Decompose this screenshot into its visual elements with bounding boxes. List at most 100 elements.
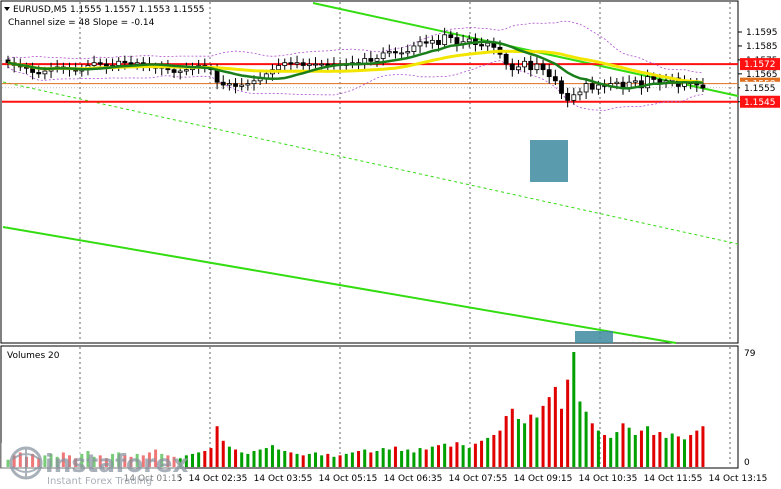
symbol-ohlc-header: EURUSD,M5 1.1555 1.1557 1.1553 1.1555 [13,5,205,15]
volume-bar [191,453,194,467]
volume-bar [215,426,219,467]
candle-body [405,51,411,54]
candle-body [183,69,189,72]
volume-bar [295,453,299,467]
candle-body [645,76,650,89]
volume-bar [98,455,102,467]
volume-bar [258,449,262,467]
volume-bar [578,401,582,467]
dropdown-triangle-icon[interactable] [4,7,10,11]
volume-bar [246,453,250,467]
candle-body [614,81,620,85]
candle-body [559,80,564,94]
candle-body [288,62,294,65]
candle-body [245,83,251,86]
volume-bar [160,453,164,467]
volume-bar [289,452,293,467]
volume-bar [166,455,170,467]
time-axis: 14 Oct 01:15 14 Oct 02:35 14 Oct 03:55 14 O… [124,474,768,484]
main-panel [0,0,739,344]
candle-body [522,60,527,68]
volume-bar [473,443,477,467]
volume-bar [615,432,619,467]
candle-body [411,45,417,52]
candle-body [386,51,392,54]
volume-bar [338,455,342,467]
logo-brand-text: instaforex [45,449,189,478]
candle-body [177,70,183,73]
candle-body [171,69,177,73]
volume-bar [363,449,367,467]
candle-body [423,41,429,44]
volume-bar [393,446,397,467]
level-price-tag: 1.1572 [744,60,776,70]
candle-body [516,66,521,71]
volume-bar [424,449,428,467]
candle-body [442,34,448,45]
volume-bar [129,456,133,467]
volume-bars [6,352,705,467]
candle-body [239,84,245,87]
candle-body [429,39,435,44]
volume-bar [492,434,496,467]
bollinger-upper [7,20,704,74]
volume-bar [375,450,379,467]
volume-bar [178,458,182,467]
volume-bar [695,430,699,467]
volume-bar [467,448,471,467]
volume-bar [227,446,231,467]
volume-bar [412,452,416,467]
volume-bar [221,440,225,467]
volume-bar [437,445,440,467]
x-tick-label: 14 Oct 02:35 [189,474,248,484]
volume-bar [430,446,434,467]
candle-body [380,52,386,59]
candle-body [282,62,288,66]
volume-bar [590,423,594,467]
entry-zone-buy [575,331,613,343]
channel-info: Channel size = 48 Slope = -0.14 [8,18,155,28]
volume-bar [270,445,274,467]
candle-body [116,60,122,66]
volume-bar [652,434,656,467]
volume-bar [86,450,90,467]
candle-body [399,52,405,55]
volume-bar [92,456,96,467]
volume-bar [553,386,557,467]
volume-bar [683,439,686,467]
volume-bar [154,449,158,467]
volume-bar [560,408,563,467]
candle-body [552,76,558,82]
candle-body [276,65,282,71]
candle-body [571,94,577,101]
volume-bar [12,455,16,467]
volume-bar [547,397,551,467]
level-price-tag-bg [740,58,780,71]
volume-bar [658,432,662,467]
volume-bar [277,449,281,467]
volume-bar [283,450,287,467]
volume-bar [357,450,361,467]
candle-body [589,83,595,90]
volume-bar [596,430,600,467]
volume-bar [406,449,410,467]
volumes-label: Volumes 20 [7,351,60,361]
candle-body [534,63,540,71]
x-tick-label: 14 Oct 09:15 [514,474,573,484]
candle-body [36,72,42,75]
candle-body [319,63,325,66]
volume-bar [68,455,71,467]
volumes-scale-bottom: 0 [744,458,750,468]
volume-bar [111,453,115,467]
instaforex-logo: instaforex Instant Forex Trading [1,443,189,488]
volume-bar [572,352,576,467]
volume-bar [523,423,527,467]
volume-bar [369,452,373,467]
bollinger-bands [7,20,704,111]
volume-bar [535,417,539,467]
x-tick-label: 14 Oct 07:55 [449,474,508,484]
candle-body [596,84,601,90]
volume-bar [443,443,447,467]
